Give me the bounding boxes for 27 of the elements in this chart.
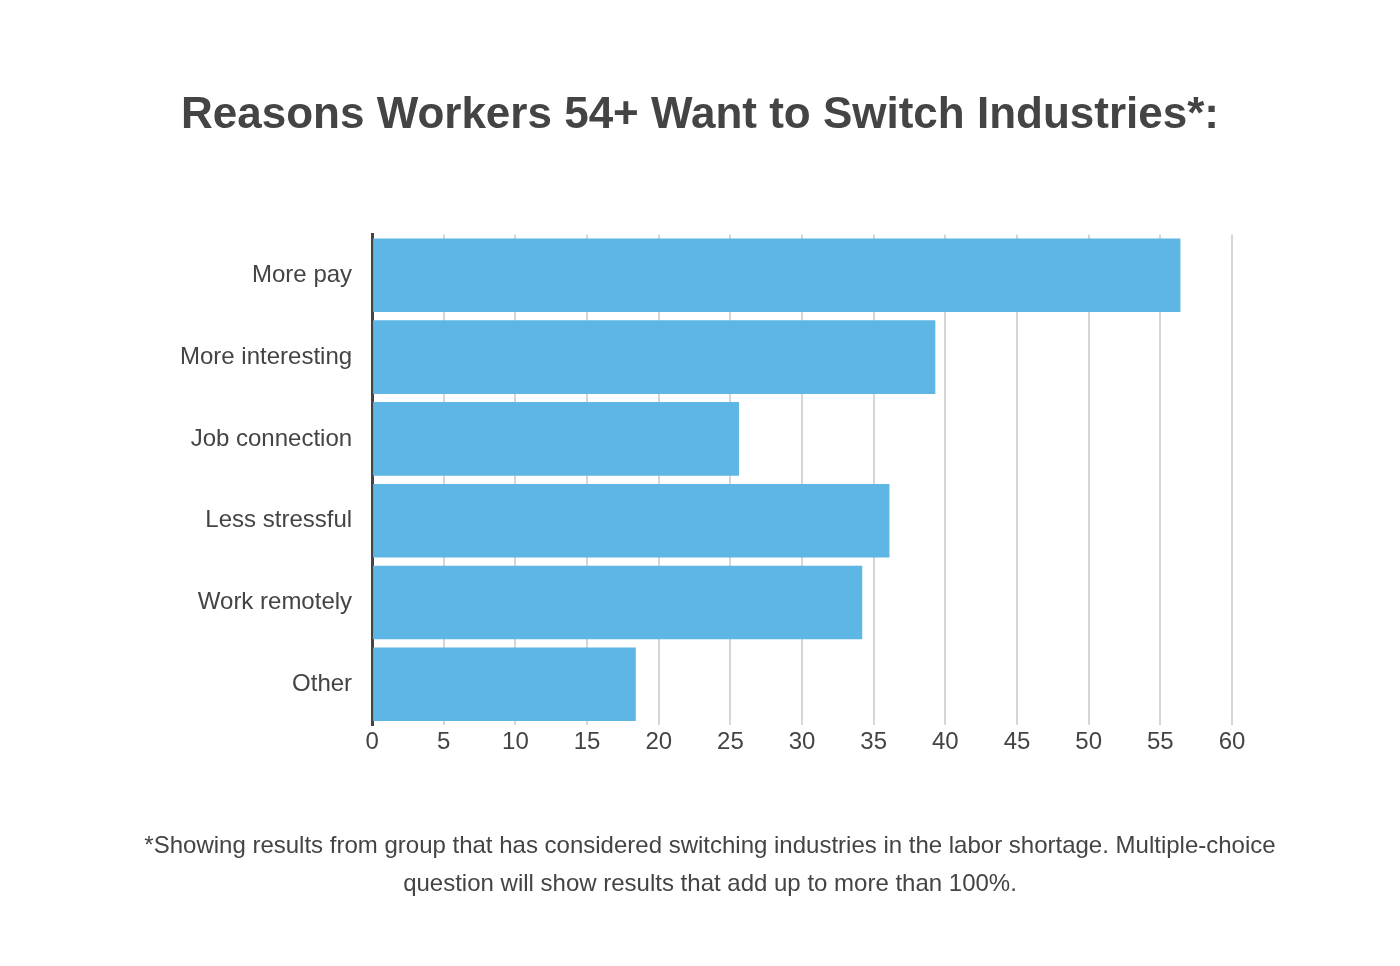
x-tick-label: 35 xyxy=(860,727,888,755)
bar xyxy=(373,483,890,558)
y-tick-label: Job connection xyxy=(190,423,353,451)
y-tick-label: Work remotely xyxy=(197,587,353,615)
y-tick-label: Other xyxy=(292,668,353,696)
x-tick-label: 30 xyxy=(788,727,816,755)
x-tick-label: 60 xyxy=(1218,727,1246,755)
bar xyxy=(373,320,936,394)
bar xyxy=(373,565,863,640)
x-tick-label: 10 xyxy=(502,727,529,755)
x-tick-label: 55 xyxy=(1146,727,1174,755)
x-tick-label: 5 xyxy=(437,727,451,755)
x-tick-label: 50 xyxy=(1075,727,1103,755)
y-tick-label: More pay xyxy=(252,259,353,287)
x-tick-label: 15 xyxy=(573,727,601,755)
chart-title: Reasons Workers 54+ Want to Switch Industries*: xyxy=(180,88,1220,138)
x-tick-label: 45 xyxy=(1003,727,1031,755)
x-tick-label: 20 xyxy=(645,727,673,755)
bar xyxy=(373,238,1181,313)
x-tick-label: 0 xyxy=(365,727,379,755)
y-tick-label: Less stressful xyxy=(205,505,353,533)
bar xyxy=(373,647,636,722)
x-tick-label: 25 xyxy=(717,727,744,755)
bar xyxy=(373,402,739,476)
x-tick-label: 40 xyxy=(932,727,959,755)
text: *Showing results from group that has considered switching industries in the labor shortage. Multiple-choice question will show results that add up to more than 100%. xyxy=(143,830,1277,898)
y-tick-label: More interesting xyxy=(180,341,353,369)
